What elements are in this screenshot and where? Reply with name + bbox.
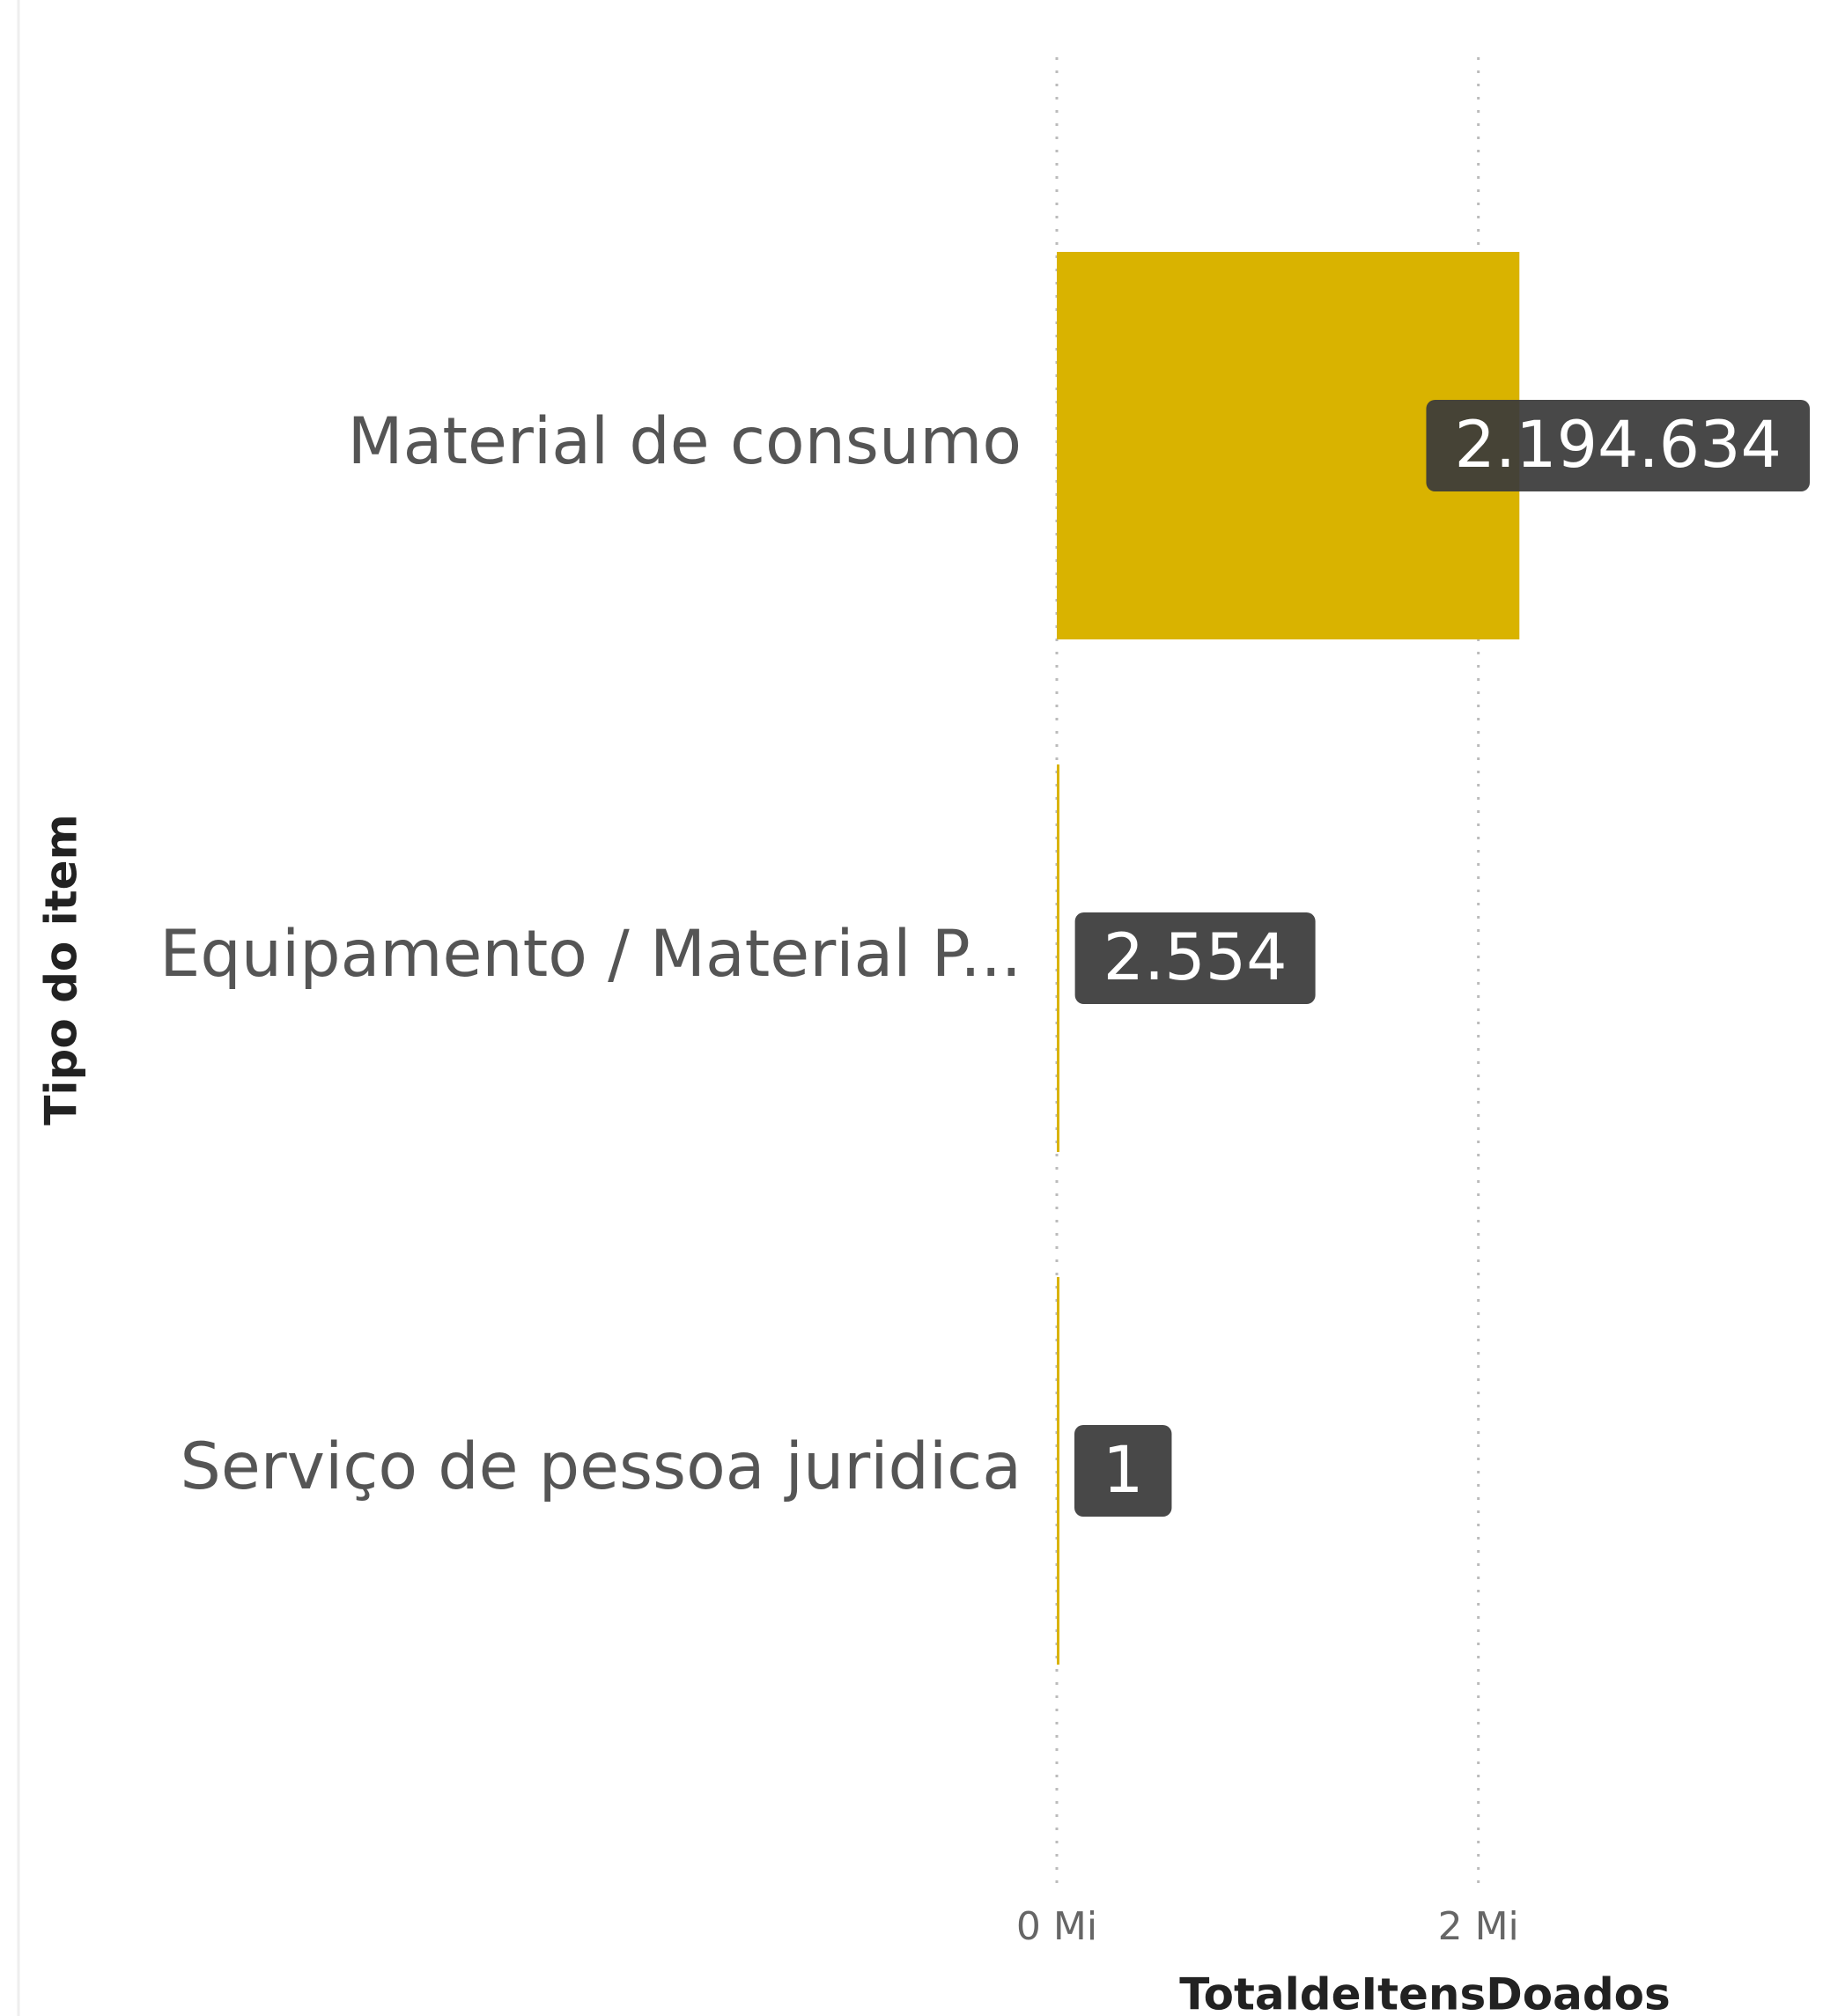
bar — [1057, 764, 1059, 1152]
data-label: 1 — [1103, 1433, 1143, 1508]
data-label-box — [1074, 1425, 1172, 1517]
y-axis-title: Tipo do item — [36, 814, 87, 1125]
x-tick-label: 0 Mi — [1016, 1904, 1097, 1949]
data-label: 2.194.634 — [1454, 408, 1782, 483]
x-tick-label: 2 Mi — [1438, 1904, 1519, 1949]
x-axis-title: TotaldeItensDoados — [1179, 1969, 1671, 2016]
y-tick-label: Material de consumo — [348, 404, 1022, 479]
data-label-box — [1074, 912, 1316, 1004]
bar — [1057, 1277, 1059, 1665]
y-tick-label: Equipamento / Material P... — [159, 917, 1022, 992]
y-tick-label: Serviço de pessoa juridica — [181, 1429, 1022, 1504]
data-label-box — [1426, 400, 1810, 491]
data-label: 2.554 — [1103, 920, 1288, 995]
